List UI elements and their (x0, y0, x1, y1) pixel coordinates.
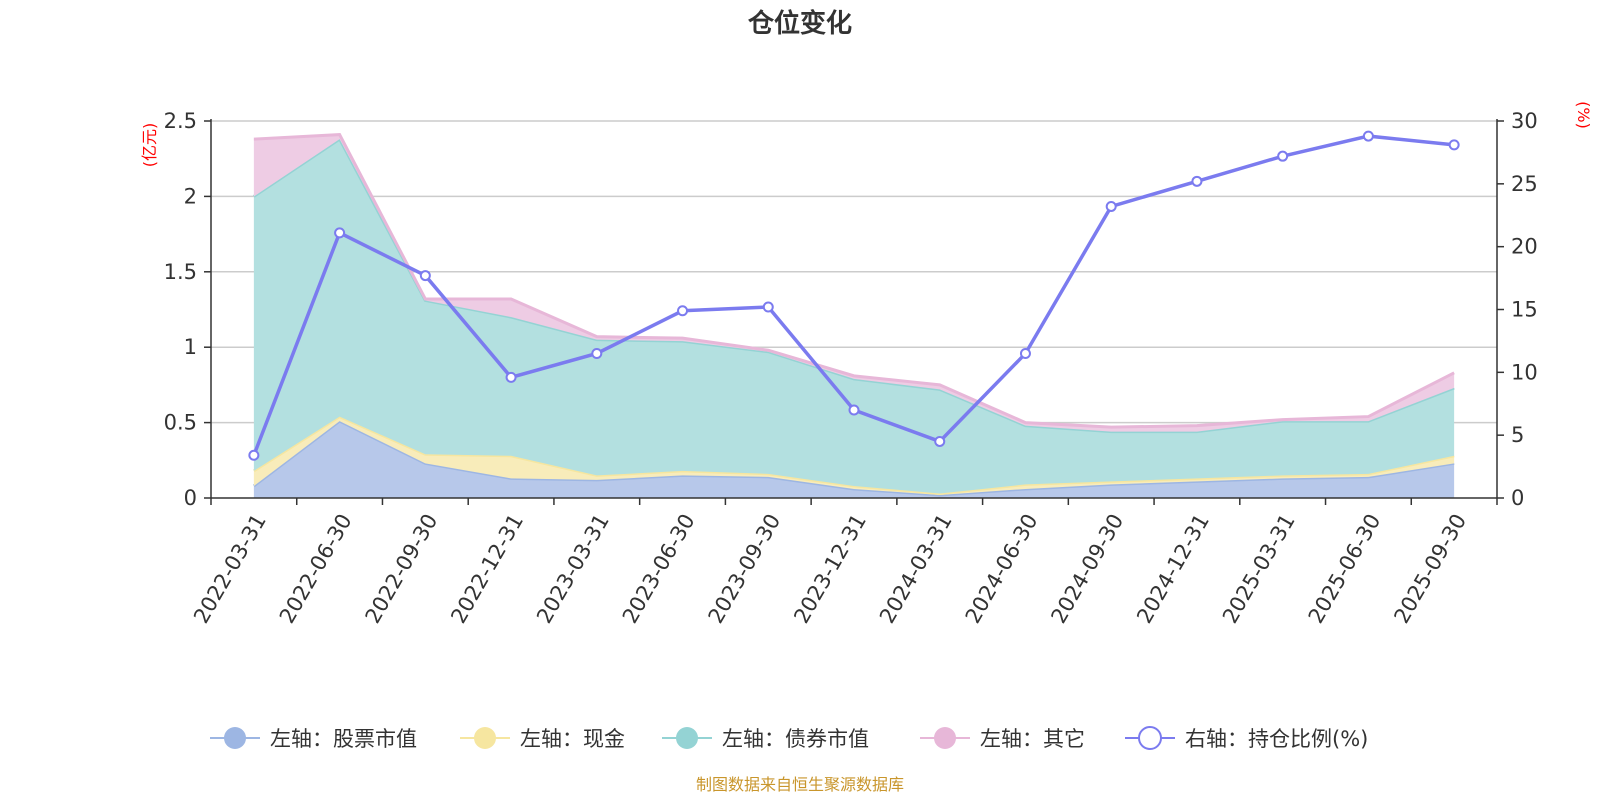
left-axis-unit: (亿元) (140, 123, 159, 168)
x-axis-tick-label-9: 2024-06-30 (961, 510, 1043, 628)
ratio-point-4 (591, 347, 603, 359)
left-axis-tick-label-0: 0 (184, 486, 197, 510)
ratio-point-7 (848, 404, 860, 416)
area-fill-0 (253, 421, 1455, 498)
x-axis-tick-label-14: 2025-09-30 (1389, 510, 1471, 628)
legend-marker-2 (676, 727, 698, 749)
legend-marker-0 (224, 727, 246, 749)
x-axis-tick-label-13: 2025-06-30 (1304, 510, 1386, 628)
x-axis-tick-label-10: 2024-09-30 (1046, 510, 1128, 628)
x-axis-tick-label-11: 2024-12-31 (1132, 510, 1214, 628)
x-axis-tick-label-12: 2025-03-31 (1218, 510, 1300, 628)
left-axis-tick-label-4: 2 (184, 184, 197, 208)
x-axis-tick-label-8: 2024-03-31 (875, 510, 957, 628)
area-fill-2 (253, 139, 1455, 494)
ratio-point-9 (1019, 347, 1031, 359)
x-axis-tick-label-0: 2022-03-31 (189, 510, 271, 628)
area-series (252, 133, 1455, 498)
legend-label-4: 右轴：持仓比例(%) (1185, 727, 1368, 751)
area-edge-3 (253, 133, 1455, 429)
legend-marker-4 (1138, 726, 1162, 750)
right-axis-tick-label-5: 25 (1511, 172, 1538, 196)
data-source-note: 制图数据来自恒生聚源数据库 (696, 775, 904, 794)
ratio-point-10 (1105, 200, 1117, 212)
x-axis-tick-label-5: 2023-06-30 (618, 510, 700, 628)
legend: 左轴：股票市值 左轴：现金 左轴：债券市值 左轴：其它 右轴：持仓比例(%) (210, 726, 1368, 751)
ratio-point-3 (505, 371, 517, 383)
left-axis-tick-label-3: 1.5 (164, 260, 197, 284)
ratio-point-0 (248, 449, 260, 461)
legend-marker-3 (934, 727, 956, 749)
right-axis-tick-label-6: 30 (1511, 109, 1538, 133)
ratio-point-8 (934, 435, 946, 447)
right-axis-tick-label-4: 20 (1511, 235, 1538, 259)
ratio-point-1 (334, 227, 346, 239)
right-axis-tick-label-2: 10 (1511, 360, 1538, 384)
right-axis-tick-label-1: 5 (1511, 423, 1524, 447)
left-axis-tick-label-5: 2.5 (164, 109, 197, 133)
ratio-point-13 (1362, 130, 1374, 142)
x-axis-tick-label-3: 2022-12-31 (446, 510, 528, 628)
x-axis-tick-label-4: 2023-03-31 (532, 510, 614, 628)
left-axis-tick-label-1: 0.5 (164, 411, 197, 435)
chart-title: 仓位变化 (747, 8, 852, 39)
legend-label-1: 左轴：现金 (520, 727, 625, 751)
x-axis-tick-label-1: 2022-06-30 (275, 510, 357, 628)
area-fill-1 (253, 416, 1455, 495)
right-axis-tick-label-3: 15 (1511, 298, 1538, 322)
x-axis-tick-label-2: 2022-09-30 (361, 510, 443, 628)
ratio-point-11 (1191, 175, 1203, 187)
ratio-point-6 (762, 301, 774, 313)
ratio-point-14 (1448, 139, 1460, 151)
ratio-point-2 (419, 270, 431, 282)
right-axis-tick-label-0: 0 (1511, 486, 1524, 510)
position-ratio-line (248, 130, 1460, 461)
legend-label-0: 左轴：股票市值 (270, 727, 417, 751)
left-axis-tick-label-2: 1 (184, 335, 197, 359)
legend-marker-1 (474, 727, 496, 749)
ratio-point-12 (1277, 150, 1289, 162)
x-axis-tick-label-6: 2023-09-30 (704, 510, 786, 628)
ratio-point-5 (677, 305, 689, 317)
x-axis-tick-label-7: 2023-12-31 (789, 510, 871, 628)
legend-label-3: 左轴：其它 (980, 727, 1085, 751)
legend-label-2: 左轴：债券市值 (722, 727, 869, 751)
right-axis-unit: (%) (1574, 101, 1593, 129)
